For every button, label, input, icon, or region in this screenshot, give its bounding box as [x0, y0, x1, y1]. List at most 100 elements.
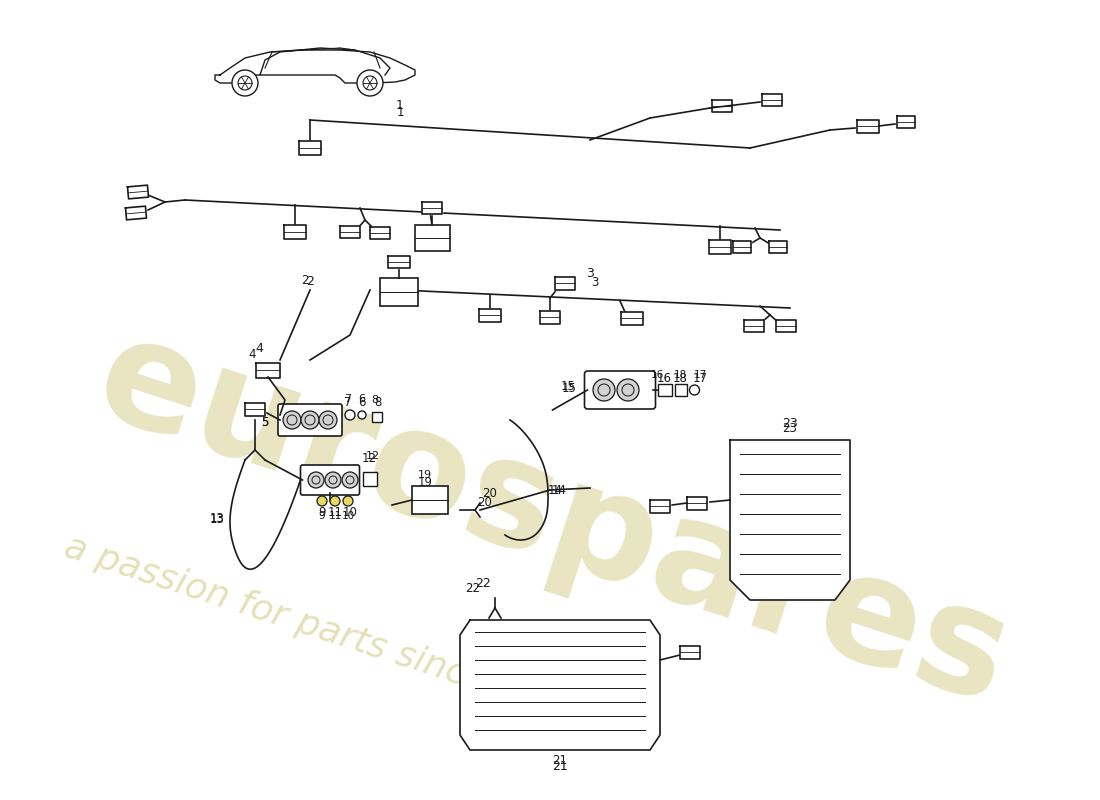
- Text: 7: 7: [344, 395, 352, 409]
- Text: 17: 17: [694, 370, 707, 380]
- Text: 10: 10: [341, 511, 354, 521]
- Text: 3: 3: [592, 275, 598, 289]
- Polygon shape: [762, 94, 782, 106]
- Polygon shape: [712, 100, 732, 112]
- Text: 20: 20: [482, 487, 497, 500]
- Text: 21: 21: [552, 754, 568, 766]
- Polygon shape: [733, 241, 751, 253]
- Text: 15: 15: [561, 381, 575, 394]
- Polygon shape: [125, 206, 146, 220]
- Circle shape: [330, 496, 340, 506]
- Circle shape: [317, 496, 327, 506]
- Text: 17: 17: [693, 371, 708, 385]
- Polygon shape: [128, 185, 148, 199]
- Text: 9: 9: [319, 511, 326, 521]
- Circle shape: [690, 385, 700, 395]
- FancyBboxPatch shape: [278, 404, 342, 436]
- Bar: [379, 278, 418, 306]
- Text: 6: 6: [359, 394, 365, 404]
- Bar: [674, 384, 686, 396]
- Text: 12: 12: [362, 453, 377, 466]
- Polygon shape: [370, 227, 390, 239]
- Bar: [372, 412, 382, 422]
- Polygon shape: [478, 309, 500, 322]
- Text: 9: 9: [318, 506, 326, 519]
- Text: 18: 18: [674, 370, 688, 380]
- Text: 13: 13: [210, 513, 225, 526]
- Text: 1: 1: [396, 99, 404, 112]
- Text: 16: 16: [651, 370, 664, 380]
- Bar: [415, 225, 450, 251]
- Polygon shape: [540, 310, 560, 323]
- Circle shape: [308, 472, 324, 488]
- Text: 7: 7: [344, 394, 352, 404]
- Text: 11: 11: [328, 506, 342, 519]
- Polygon shape: [688, 497, 707, 510]
- Text: 14: 14: [552, 483, 567, 497]
- Bar: [412, 486, 448, 514]
- Text: 14: 14: [548, 483, 562, 497]
- Text: 8: 8: [372, 395, 378, 405]
- Text: 16: 16: [657, 371, 672, 385]
- Bar: [363, 472, 376, 486]
- Polygon shape: [299, 141, 321, 155]
- Polygon shape: [245, 402, 265, 415]
- Polygon shape: [256, 362, 280, 378]
- Polygon shape: [284, 225, 306, 239]
- Text: 2: 2: [306, 275, 313, 288]
- FancyBboxPatch shape: [300, 465, 360, 495]
- Text: 5: 5: [261, 417, 268, 430]
- Text: 23: 23: [782, 417, 797, 430]
- Circle shape: [358, 411, 366, 419]
- Circle shape: [343, 496, 353, 506]
- Polygon shape: [744, 320, 764, 332]
- Polygon shape: [896, 116, 915, 128]
- Text: 3: 3: [586, 267, 594, 280]
- Polygon shape: [460, 620, 660, 750]
- Text: 6: 6: [359, 395, 365, 409]
- Text: eurospares: eurospares: [80, 305, 1027, 735]
- Polygon shape: [422, 202, 442, 214]
- Circle shape: [593, 379, 615, 401]
- Circle shape: [283, 411, 301, 429]
- Polygon shape: [730, 440, 850, 600]
- Text: 2: 2: [301, 274, 309, 286]
- Text: 11: 11: [329, 511, 342, 521]
- Text: 18: 18: [673, 371, 688, 385]
- Polygon shape: [214, 50, 415, 83]
- Circle shape: [345, 410, 355, 420]
- Polygon shape: [680, 646, 700, 658]
- Text: 19: 19: [418, 470, 432, 480]
- Text: 21: 21: [552, 760, 568, 773]
- Circle shape: [301, 411, 319, 429]
- Polygon shape: [340, 226, 360, 238]
- Circle shape: [324, 472, 341, 488]
- Text: 13: 13: [210, 511, 224, 525]
- Text: 22: 22: [475, 577, 491, 590]
- FancyBboxPatch shape: [584, 371, 656, 409]
- Bar: [658, 384, 671, 396]
- Text: a passion for parts since 1985: a passion for parts since 1985: [60, 530, 590, 730]
- Circle shape: [358, 70, 383, 96]
- Text: 19: 19: [418, 475, 432, 489]
- Polygon shape: [388, 256, 410, 268]
- Text: 1: 1: [396, 106, 404, 118]
- Polygon shape: [769, 241, 786, 253]
- Circle shape: [319, 411, 337, 429]
- Text: 23: 23: [782, 422, 797, 434]
- Circle shape: [617, 379, 639, 401]
- Text: 10: 10: [342, 506, 358, 519]
- Text: 4: 4: [249, 349, 255, 362]
- Text: 8: 8: [374, 395, 382, 409]
- Circle shape: [232, 70, 258, 96]
- Circle shape: [342, 472, 358, 488]
- Text: 5: 5: [262, 417, 268, 430]
- Text: 22: 22: [465, 582, 481, 594]
- Text: 12: 12: [365, 451, 380, 461]
- Polygon shape: [650, 499, 670, 513]
- Text: 20: 20: [477, 495, 493, 509]
- Polygon shape: [776, 320, 796, 332]
- Text: 15: 15: [562, 382, 576, 394]
- Text: 4: 4: [255, 342, 263, 355]
- Polygon shape: [857, 119, 879, 133]
